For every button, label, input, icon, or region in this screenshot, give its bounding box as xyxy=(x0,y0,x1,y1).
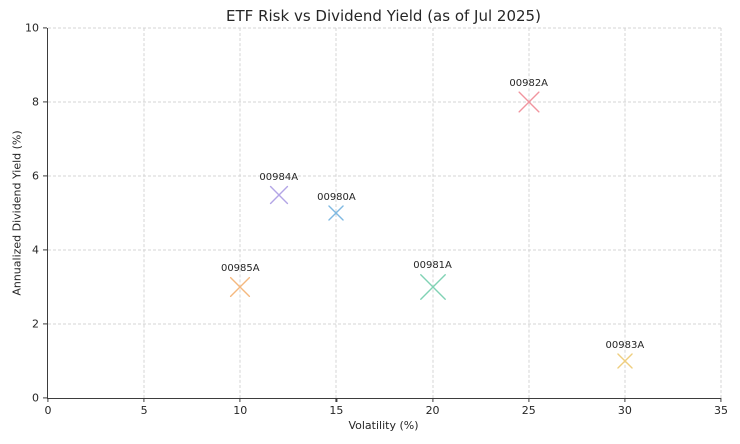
y-tick-label: 6 xyxy=(32,169,39,183)
y-tick-label: 2 xyxy=(32,317,39,331)
y-gridline xyxy=(48,249,721,251)
y-tick-mark xyxy=(42,175,47,177)
chart-title: ETF Risk vs Dividend Yield (as of Jul 20… xyxy=(226,7,541,25)
point-label-00985a: 00985A xyxy=(220,263,260,274)
scatter-marker-00985a xyxy=(230,277,250,297)
x-gridline xyxy=(143,28,145,398)
y-gridline xyxy=(48,27,721,29)
x-tick-mark xyxy=(47,398,49,402)
x-gridline xyxy=(239,28,241,398)
y-tick-mark xyxy=(42,323,47,325)
x-gridline xyxy=(528,28,530,398)
y-tick-mark xyxy=(42,249,47,251)
point-label-00980a: 00980A xyxy=(317,191,356,203)
y-gridline xyxy=(48,101,721,103)
y-tick-label: 0 xyxy=(32,391,39,405)
x-tick-label: 10 xyxy=(233,404,248,417)
scatter-marker-00981a xyxy=(420,274,446,300)
x-gridline xyxy=(432,28,434,398)
point-label-00984a: 00984A xyxy=(259,171,299,183)
scatter-marker-00980a xyxy=(329,206,344,221)
point-label-00982a: 00982A xyxy=(509,77,549,89)
y-tick-mark xyxy=(42,397,47,399)
y-tick-label: 10 xyxy=(25,21,39,35)
x-tick-label: 25 xyxy=(521,404,536,417)
x-tick-mark xyxy=(528,398,530,402)
point-label-00983a: 00983A xyxy=(605,339,645,351)
x-tick-mark xyxy=(624,398,626,402)
scatter-marker-00982a xyxy=(518,92,539,113)
y-axis-label: Annualized Dividend Yield (%) xyxy=(10,130,24,296)
x-tick-label: 30 xyxy=(617,404,632,417)
x-tick-label: 0 xyxy=(44,404,52,417)
point-label-00981a: 00981A xyxy=(413,260,452,271)
plot-area: 0 5 10 15 20 25 30 35 0 2 4 6 8 10 00980A 00981A 00982A 0… xyxy=(25,23,728,417)
x-tick-mark xyxy=(720,398,722,402)
y-gridline xyxy=(48,175,721,177)
x-tick-label: 20 xyxy=(425,404,440,417)
scatter-marker-00983a xyxy=(617,354,632,369)
x-tick-mark xyxy=(335,398,338,402)
x-gridline xyxy=(624,28,626,398)
y-tick-mark xyxy=(42,27,47,29)
x-tick-label: 15 xyxy=(329,404,344,417)
x-tick-mark xyxy=(431,398,434,402)
y-tick-label: 4 xyxy=(32,243,39,257)
x-gridline xyxy=(720,28,722,398)
y-tick-mark xyxy=(42,101,47,103)
x-axis-label: Volatility (%) xyxy=(348,419,419,432)
x-tick-mark xyxy=(143,398,145,402)
y-gridline xyxy=(48,323,721,325)
x-tick-mark xyxy=(239,398,241,402)
y-tick-label: 8 xyxy=(32,95,39,109)
scatter-marker-00984a xyxy=(270,186,288,204)
x-tick-label: 35 xyxy=(714,404,728,417)
x-tick-label: 5 xyxy=(140,404,148,417)
